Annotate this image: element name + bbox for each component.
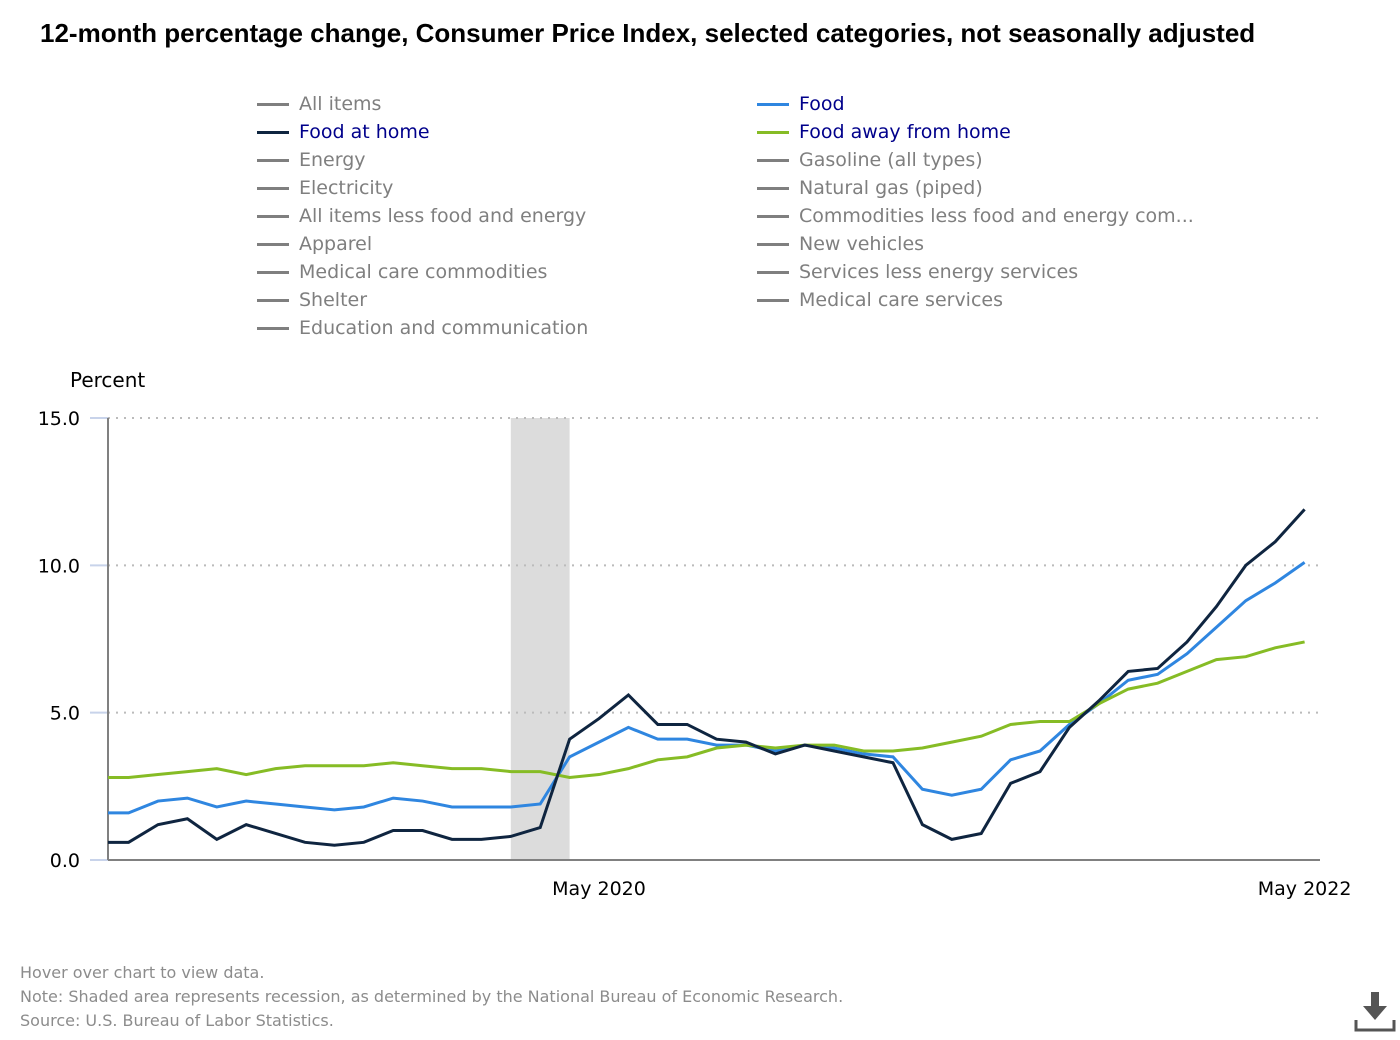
legend-item[interactable]: Education and communication [257,314,588,342]
legend-label: Services less energy services [799,261,1079,283]
legend-label: Apparel [299,233,373,255]
recession-note: Note: Shaded area represents recession, … [20,987,844,1006]
y-tick-label: 10.0 [38,555,80,577]
legend-label: Commodities less food and energy com... [799,205,1194,227]
legend-item[interactable]: Medical care services [757,286,1003,314]
legend-label: Food at home [299,121,430,143]
legend-item[interactable]: Food at home [257,118,430,146]
legend-item[interactable]: New vehicles [757,230,924,258]
legend-label: All items less food and energy [299,205,587,227]
legend-swatch-icon [257,130,289,134]
legend-label: New vehicles [799,233,925,255]
legend-label: Energy [299,149,366,171]
source-note: Source: U.S. Bureau of Labor Statistics. [20,1011,334,1030]
legend-swatch-icon [257,298,289,302]
download-button[interactable] [1352,990,1396,1034]
legend-swatch-icon [757,298,789,302]
legend-swatch-icon [257,270,289,274]
x-tick-label: May 2020 [552,878,646,900]
legend-item[interactable]: All items [257,90,381,118]
legend-item[interactable]: Electricity [257,174,393,202]
legend-label: All items [299,93,382,115]
legend-label: Natural gas (piped) [799,177,983,199]
legend-swatch-icon [257,326,289,330]
y-tick-label: 0.0 [50,850,80,872]
legend-swatch-icon [257,214,289,218]
legend-swatch-icon [757,270,789,274]
legend-label: Food [799,93,845,115]
legend-item[interactable]: All items less food and energy [257,202,586,230]
legend-item[interactable]: Commodities less food and energy com... [757,202,1194,230]
series-line-food-away-from-home[interactable] [99,640,1305,780]
legend-swatch-icon [757,102,789,106]
y-axis-label: Percent [70,368,145,392]
chart-title: 12-month percentage change, Consumer Pri… [40,18,1256,48]
legend-label: Education and communication [299,317,589,339]
recession-shading [510,418,570,860]
legend-label: Medical care commodities [299,261,548,283]
legend-swatch-icon [757,242,789,246]
legend-label: Medical care services [799,289,1003,311]
legend-swatch-icon [757,130,789,134]
series-line-food[interactable] [99,561,1306,815]
download-icon [1354,992,1396,1032]
legend-item[interactable]: Food away from home [757,118,1011,146]
legend-item[interactable]: Services less energy services [757,258,1078,286]
legend-label: Food away from home [799,121,1011,143]
legend-swatch-icon [257,242,289,246]
hover-hint: Hover over chart to view data. [20,963,265,982]
series-line-food-at-home[interactable] [99,508,1306,847]
legend-label: Electricity [299,177,394,199]
legend-item[interactable]: Energy [257,146,366,174]
legend-swatch-icon [257,186,289,190]
legend-item[interactable]: Gasoline (all types) [757,146,983,174]
legend-item[interactable]: Natural gas (piped) [757,174,983,202]
legend-swatch-icon [757,158,789,162]
legend-swatch-icon [257,102,289,106]
legend-item[interactable]: Apparel [257,230,372,258]
legend-item[interactable]: Food [757,90,845,118]
y-tick-label: 5.0 [50,703,80,725]
legend-swatch-icon [757,214,789,218]
legend-label: Gasoline (all types) [799,149,983,171]
y-tick-label: 15.0 [38,408,80,430]
legend-swatch-icon [257,158,289,162]
x-tick-label: May 2022 [1258,878,1352,900]
legend-swatch-icon [757,186,789,190]
legend-label: Shelter [299,289,368,311]
legend-item[interactable]: Shelter [257,286,367,314]
legend-item[interactable]: Medical care commodities [257,258,547,286]
